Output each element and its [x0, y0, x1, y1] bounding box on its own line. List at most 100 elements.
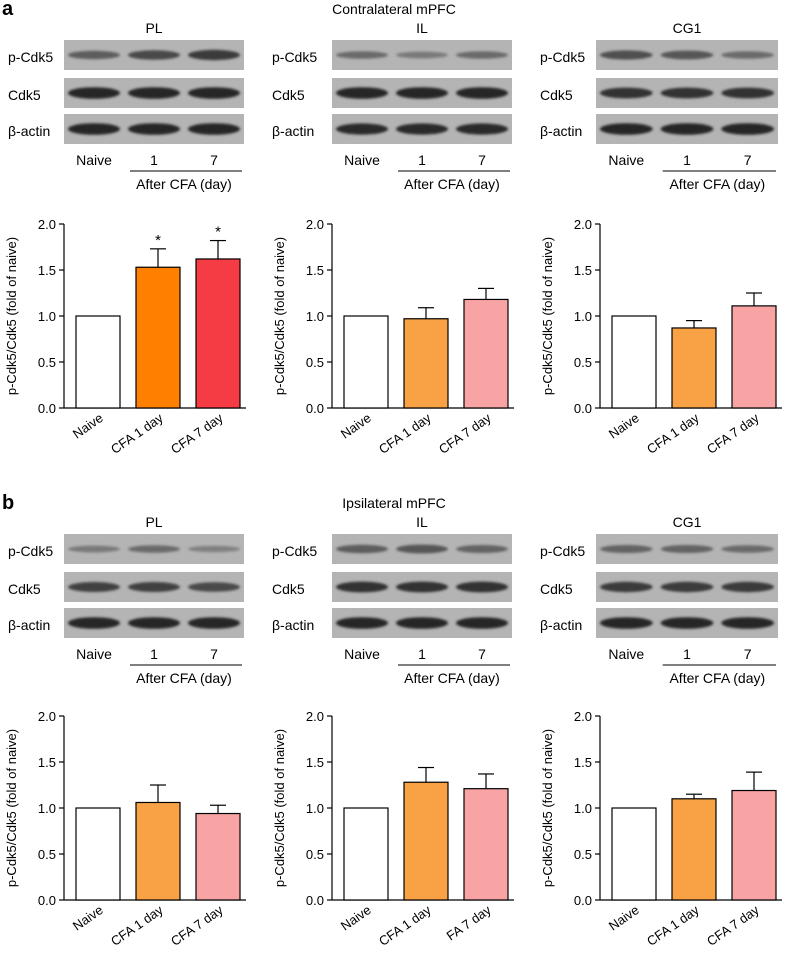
blot-strip	[332, 608, 512, 638]
band-label: Cdk5	[272, 581, 305, 597]
y-tick-label: 1.0	[38, 309, 56, 324]
bar	[343, 807, 389, 901]
band	[68, 87, 120, 99]
x-tick-label: Naive	[70, 902, 106, 933]
bar-chart-a-cg1: p-Cdk5/Cdk5 (fold of naive) 0.0 0.5 1.0 1.5 2…	[540, 217, 782, 457]
region-title: IL	[416, 514, 428, 530]
y-tick-label: 1.0	[574, 309, 592, 324]
lane-label: Naive	[76, 152, 112, 168]
lane-label: 7	[478, 152, 486, 168]
band	[600, 87, 653, 99]
y-tick-label: 1.5	[574, 263, 592, 278]
band	[396, 51, 448, 59]
band-label: β-actin	[8, 617, 50, 633]
bar-chart-b-cg1: p-Cdk5/Cdk5 (fold of naive) 0.0 0.5 1.0 1.5 2…	[540, 709, 782, 949]
lane-label: Naive	[344, 152, 380, 168]
band	[721, 545, 775, 553]
bar-chart-b-il: p-Cdk5/Cdk5 (fold of naive) 0.0 0.5 1.0 1.5 2…	[272, 709, 514, 949]
lane-label: 7	[478, 646, 486, 662]
lane-label: 7	[210, 646, 218, 662]
band	[68, 545, 120, 553]
band	[68, 582, 120, 592]
lane-label: Naive	[608, 646, 644, 662]
band	[68, 50, 120, 60]
blot-panel-cg1: CG1 p-Cdk5 Cdk5 β-actin Naive 1 7 After CFA (da…	[540, 514, 778, 686]
bar	[195, 258, 241, 409]
section-letter: b	[2, 492, 14, 514]
y-axis-label: p-Cdk5/Cdk5 (fold of naive)	[540, 237, 555, 395]
band	[68, 123, 120, 135]
band	[128, 87, 180, 99]
blot-strip	[332, 572, 512, 602]
band	[456, 581, 508, 593]
bar-chart-a-pl: p-Cdk5/Cdk5 (fold of naive) 0.0 0.5 1.0 1.5 2…	[4, 217, 246, 457]
band	[600, 581, 653, 593]
blot-strip	[596, 78, 778, 108]
x-tick-label: CFA 1 day	[108, 902, 166, 949]
band-label: β-actin	[272, 617, 314, 633]
band	[456, 545, 508, 553]
y-axis-label: p-Cdk5/Cdk5 (fold of naive)	[272, 237, 287, 395]
bar-chart-a-il: p-Cdk5/Cdk5 (fold of naive) 0.0 0.5 1.0 1.5 2…	[272, 217, 514, 457]
lane-label: 1	[150, 152, 158, 168]
band	[396, 581, 448, 593]
region-title: CG1	[673, 514, 702, 530]
y-tick-label: 1.0	[574, 801, 592, 816]
band	[456, 51, 508, 59]
group-label: After CFA (day)	[669, 670, 765, 686]
blot-strip	[596, 608, 778, 638]
x-tick-label: FA 7 day	[444, 902, 494, 944]
band	[721, 617, 775, 629]
section-title: Ipsilateral mPFC	[342, 495, 445, 511]
y-tick-label: 0.0	[306, 401, 324, 416]
section-b: b Ipsilateral mPFC PL p-Cdk5 Cdk5 β-actin Naiv…	[2, 492, 778, 686]
x-tick-label: CFA 1 day	[376, 902, 434, 949]
band-label: p-Cdk5	[8, 49, 53, 65]
band-label: Cdk5	[272, 87, 305, 103]
band	[600, 545, 653, 553]
band	[188, 582, 240, 592]
y-tick-label: 0.0	[574, 401, 592, 416]
section-letter: a	[2, 0, 14, 20]
x-tick-label: CFA 7 day	[168, 410, 226, 457]
group-label: After CFA (day)	[404, 176, 500, 192]
blot-strip	[596, 114, 778, 144]
lane-label: 1	[418, 646, 426, 662]
x-tick-label: CFA 1 day	[376, 410, 434, 457]
band	[721, 87, 775, 99]
blot-panel-pl: PL p-Cdk5 Cdk5 β-actin Naive 1 7 After CFA (day…	[8, 514, 244, 686]
y-tick-label: 1.0	[38, 801, 56, 816]
band-label: β-actin	[272, 123, 314, 139]
y-tick-label: 1.5	[38, 263, 56, 278]
x-tick-label: CFA 1 day	[108, 410, 166, 457]
band	[128, 545, 180, 553]
region-title: PL	[145, 20, 162, 36]
blot-strip	[332, 114, 512, 144]
band	[128, 50, 180, 60]
y-tick-label: 1.5	[306, 755, 324, 770]
y-tick-label: 1.5	[574, 755, 592, 770]
band-label: β-actin	[8, 123, 50, 139]
bar	[611, 315, 657, 409]
y-tick-label: 2.0	[38, 217, 56, 232]
band-label: p-Cdk5	[272, 543, 317, 559]
region-title: IL	[416, 20, 428, 36]
blot-strip	[596, 572, 778, 602]
band	[660, 617, 714, 629]
band	[660, 545, 714, 553]
band	[396, 544, 448, 554]
y-tick-label: 0.0	[306, 893, 324, 908]
y-tick-label: 0.0	[574, 893, 592, 908]
y-tick-label: 2.0	[306, 217, 324, 232]
band	[188, 545, 240, 553]
lane-label: Naive	[76, 646, 112, 662]
lane-label: Naive	[344, 646, 380, 662]
bar	[195, 812, 241, 901]
lane-label: 1	[683, 152, 691, 168]
bar	[75, 807, 121, 901]
blot-strip	[64, 572, 244, 602]
band	[396, 87, 448, 99]
x-tick-label: Naive	[70, 410, 106, 441]
band-label: p-Cdk5	[272, 49, 317, 65]
y-tick-label: 1.0	[306, 801, 324, 816]
